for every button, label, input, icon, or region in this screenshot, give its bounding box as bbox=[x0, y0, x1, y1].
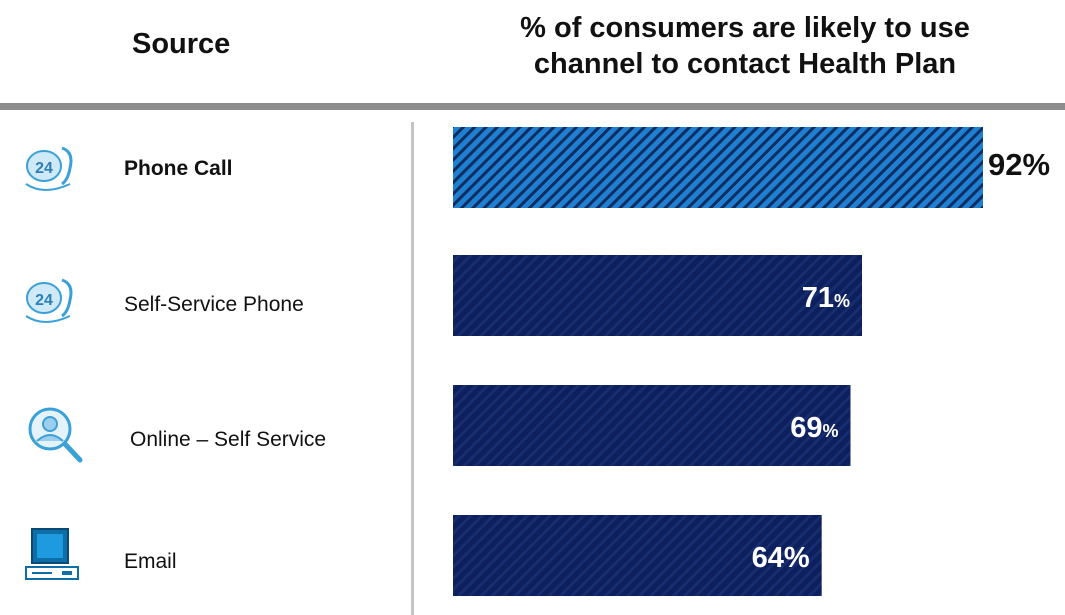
phone-24-icon: 24 bbox=[22, 140, 88, 196]
bar-value-label-2: 71% bbox=[802, 282, 850, 314]
bar-4 bbox=[453, 515, 822, 596]
svg-text:24: 24 bbox=[35, 292, 53, 309]
chart-title-line-2: channel to contact Health Plan bbox=[533, 48, 957, 80]
row-label-email: Email bbox=[124, 550, 177, 573]
bar-value-label-3: 69% bbox=[790, 412, 838, 444]
bar-1 bbox=[453, 127, 983, 208]
bar-value-label-4: 64% bbox=[752, 542, 810, 574]
row-label-phone-call: Phone Call bbox=[124, 157, 233, 180]
bar-2 bbox=[453, 255, 863, 336]
user-search-icon bbox=[22, 405, 88, 463]
bar-3 bbox=[453, 385, 851, 466]
computer-icon bbox=[22, 527, 88, 583]
bar-value-label-1: 92% bbox=[988, 147, 1050, 182]
chart-title: % of consumers are likely to use channel… bbox=[445, 10, 1045, 82]
column-divider bbox=[411, 122, 414, 615]
chart-title-line-1: % of consumers are likely to use bbox=[520, 12, 970, 44]
source-column-header: Source bbox=[132, 28, 231, 60]
phone-24-icon: 24 bbox=[22, 272, 88, 328]
header-divider bbox=[0, 103, 1065, 110]
row-label-self-service-phone: Self-Service Phone bbox=[124, 293, 304, 316]
svg-text:24: 24 bbox=[35, 160, 53, 177]
row-label-online-self-service: Online – Self Service bbox=[130, 428, 327, 451]
